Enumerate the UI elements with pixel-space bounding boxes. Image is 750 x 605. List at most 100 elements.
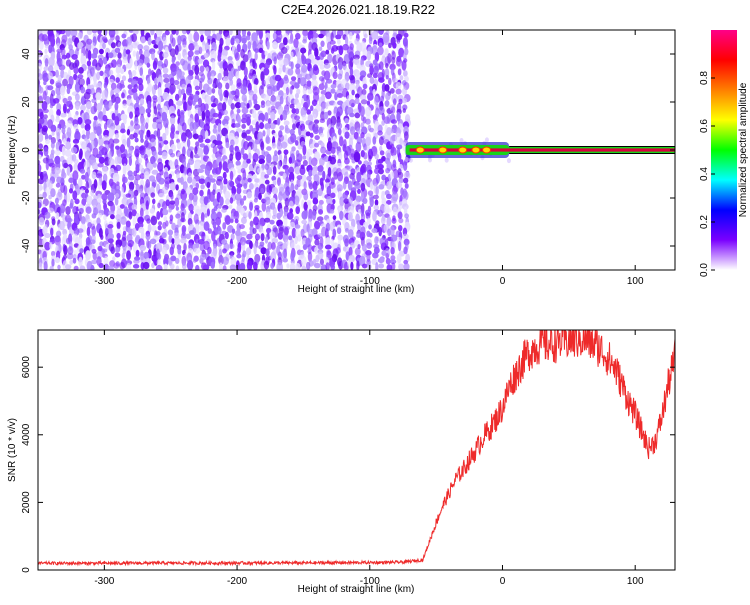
noise-cell [339, 210, 344, 221]
noise-cell [330, 88, 336, 94]
noise-cell [335, 34, 342, 40]
noise-cell [227, 55, 233, 62]
noise-cell [378, 42, 383, 48]
noise-cell [210, 261, 215, 269]
noise-cell [38, 186, 41, 195]
noise-cell [243, 66, 248, 77]
noise-cell [121, 156, 128, 167]
noise-cell [195, 264, 200, 270]
noise-cell [174, 197, 180, 207]
noise-cell [79, 265, 86, 270]
noise-cell [114, 47, 121, 54]
noise-cell [372, 136, 377, 145]
noise-cell [49, 242, 53, 250]
noise-cell [269, 122, 276, 130]
noise-cell [157, 150, 163, 156]
noise-cell [287, 68, 294, 76]
noise-cell [229, 218, 234, 224]
noise-cell [339, 196, 345, 207]
noise-cell [199, 30, 204, 35]
noise-cell [199, 189, 204, 197]
noise-cell [60, 112, 67, 118]
colorbar-tick-label: 0.8 [699, 71, 710, 85]
noise-cell [252, 227, 257, 234]
noise-cell [49, 265, 54, 270]
noise-cell [261, 201, 267, 212]
noise-cell [92, 251, 98, 261]
noise-cell [74, 102, 80, 110]
noise-cell [359, 94, 367, 101]
noise-cell [147, 112, 151, 118]
noise-cell [384, 48, 389, 56]
noise-cell [284, 127, 291, 134]
noise-cell [197, 168, 205, 174]
noise-cell [330, 84, 337, 89]
noise-cell [390, 255, 396, 261]
noise-cell [336, 227, 342, 235]
noise-cell [119, 128, 126, 134]
noise-cell [38, 178, 45, 185]
noise-cell [326, 195, 333, 206]
noise-cell [192, 100, 196, 106]
noise-cell [354, 30, 361, 34]
noise-cell [217, 226, 222, 235]
noise-cell [38, 73, 43, 81]
noise-cell [188, 32, 193, 42]
noise-cell [86, 60, 92, 67]
noise-cell [313, 174, 320, 183]
noise-cell [347, 180, 353, 191]
noise-cell [97, 30, 102, 35]
noise-cell [131, 33, 138, 43]
noise-cell [332, 228, 337, 238]
noise-cell [331, 187, 338, 195]
noise-cell [132, 132, 138, 139]
noise-cell [290, 51, 294, 59]
noise-cell [367, 161, 372, 166]
colorbar-ticks: 0.0 0.2 0.4 0.6 0.8 [699, 71, 715, 277]
noise-cell [390, 128, 395, 134]
noise-cell [258, 154, 265, 161]
noise-cell [158, 142, 162, 154]
noise-cell [317, 242, 324, 250]
noise-cell [146, 187, 151, 196]
noise-cell [369, 181, 374, 190]
noise-cell [325, 78, 333, 84]
noise-cell [101, 248, 108, 253]
noise-cell [51, 131, 55, 136]
noise-cell [324, 178, 330, 184]
noise-cell [337, 38, 341, 45]
noise-cell [151, 84, 157, 96]
noise-cell [308, 156, 313, 167]
noise-cell [330, 115, 337, 126]
spectrogram-y-tick-label: 0 [21, 147, 32, 153]
noise-cell [131, 88, 138, 93]
noise-cell [326, 185, 332, 197]
noise-cell [325, 49, 330, 55]
noise-cell [320, 101, 327, 110]
noise-cell [70, 30, 78, 37]
noise-cell [54, 167, 61, 175]
spectrogram-y-tick-label: 40 [21, 48, 32, 60]
noise-cell [378, 263, 385, 269]
noise-cell [207, 246, 212, 255]
noise-cell [111, 94, 116, 104]
noise-cell [162, 132, 167, 142]
noise-cell [85, 181, 89, 190]
noise-cell [150, 30, 155, 36]
noise-cell [147, 223, 152, 233]
noise-cell [81, 174, 86, 180]
noise-cell [68, 103, 74, 110]
noise-cell [187, 50, 194, 57]
noise-cell [217, 82, 223, 90]
noise-cell [41, 127, 48, 136]
noise-cell [156, 259, 161, 266]
signal-halo-cell [459, 137, 464, 143]
noise-cell [389, 135, 395, 147]
noise-cell [234, 135, 239, 145]
noise-cell [269, 219, 275, 225]
noise-cell [59, 208, 65, 218]
noise-cell [38, 217, 45, 226]
noise-cell [209, 117, 217, 124]
noise-cell [156, 128, 161, 139]
